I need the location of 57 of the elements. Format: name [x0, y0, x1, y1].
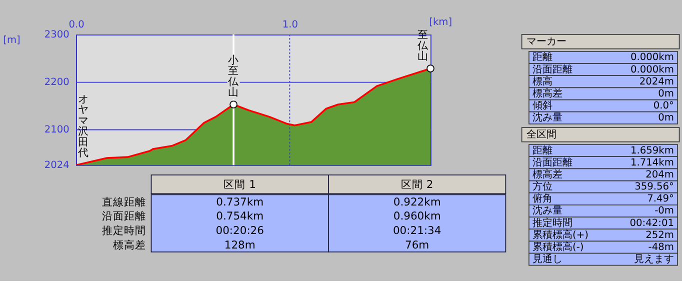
category-label: 距離 [532, 145, 553, 156]
category-label: 区間 2 [400, 178, 434, 191]
x-tick-label: 1.0 [282, 20, 298, 31]
text: 00:21:34 [392, 224, 442, 238]
text: 0m [658, 88, 674, 100]
category-label: 標高差 [532, 169, 563, 180]
text: 0.000km [630, 64, 674, 76]
text: 0.754km [216, 210, 264, 223]
y-tick-label: 2024 [44, 160, 70, 172]
category-label: 累積標高(+) [532, 230, 588, 241]
category-label: 推定時間 [102, 224, 146, 238]
category-label: 標高差 [532, 88, 563, 100]
x-tick-label: 0.0 [68, 20, 84, 31]
text: 0.737km [216, 195, 264, 208]
text: 0.0° [653, 100, 674, 112]
category-label: 方位 [532, 182, 553, 192]
category-label: 距離 [532, 52, 553, 64]
text: 0.922km [393, 195, 441, 208]
text: -48m [648, 242, 674, 253]
category-label: 推定時間 [532, 218, 573, 229]
text: 76m [405, 238, 430, 252]
category-label: 俯角 [532, 194, 553, 205]
y-tick-label: 2300 [44, 30, 70, 41]
category-label: 見通し [532, 254, 563, 265]
text: 0m [658, 112, 674, 124]
text: 7.49° [647, 194, 674, 205]
text: 見えます [634, 254, 674, 265]
category-label: 沿面距離 [532, 64, 573, 76]
category-label: 沿面距離 [532, 157, 573, 168]
category-label: 沿面距離 [102, 210, 146, 223]
category-label: 標高 [532, 76, 553, 88]
y-axis-title: [m] [3, 34, 20, 46]
text: 252m [646, 230, 674, 241]
text: 1.714km [630, 157, 674, 168]
text: 00:42:01 [630, 218, 674, 229]
y-tick-label: 2200 [44, 76, 70, 88]
category-label: 標高差 [112, 238, 146, 252]
y-tick-label: 2100 [44, 124, 70, 136]
category-label: 沈み量 [532, 206, 563, 217]
category-label: 傾斜 [532, 100, 553, 112]
annotation: 小至仏山 [227, 53, 240, 99]
text: 359.56° [634, 182, 674, 192]
text: 0.960km [393, 210, 441, 223]
text: 全区間 [526, 128, 556, 140]
text: マーカー [526, 36, 566, 48]
text: 204m [646, 169, 674, 180]
category-label: 累積標高(-) [532, 242, 584, 253]
text: 00:20:26 [216, 224, 264, 238]
category-label: 沈み量 [532, 112, 563, 124]
text: -0m [654, 206, 674, 217]
category-label: 区間 1 [224, 178, 256, 191]
category-label: 直線距離 [102, 195, 146, 208]
text: 1.659km [630, 145, 674, 156]
text: 0.000km [630, 52, 674, 64]
x-axis-title: [km] [429, 17, 452, 28]
text: 2024m [639, 76, 674, 88]
text: 128m [224, 238, 256, 252]
